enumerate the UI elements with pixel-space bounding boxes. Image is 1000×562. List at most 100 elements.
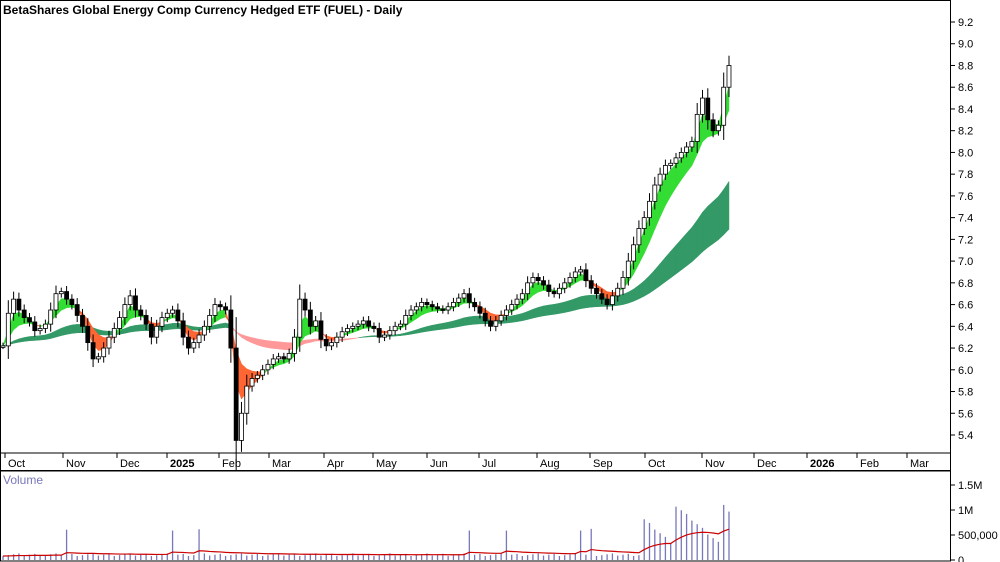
ma-ribbon-segment bbox=[548, 304, 555, 316]
candle-body bbox=[170, 309, 175, 314]
y-tick-label: 8.6 bbox=[958, 82, 973, 94]
candle-body bbox=[74, 304, 80, 316]
candle-body bbox=[509, 304, 515, 311]
ma-ribbon-segment bbox=[23, 336, 30, 342]
volume-bars bbox=[2, 504, 730, 560]
ma-ribbon-segment bbox=[696, 211, 703, 258]
candle-body bbox=[657, 173, 663, 186]
candle-body bbox=[451, 302, 456, 308]
ma-ribbon-segment bbox=[283, 342, 290, 351]
candle-body bbox=[355, 323, 361, 327]
ma-ribbon-segment bbox=[575, 296, 581, 311]
candle-body bbox=[599, 293, 605, 300]
volume-average-line bbox=[2, 528, 730, 557]
x-tick-label: Oct bbox=[8, 458, 25, 470]
volume-title: Volume bbox=[3, 473, 43, 487]
candle-body bbox=[196, 334, 202, 344]
ma-ribbon-segment bbox=[559, 301, 565, 314]
ma-ribbon-segment bbox=[590, 294, 597, 308]
candle-body bbox=[551, 291, 557, 295]
ma-ribbon-segment bbox=[474, 315, 481, 325]
candle-body bbox=[477, 306, 483, 314]
x-tick-label: Jun bbox=[430, 458, 448, 470]
candle-body bbox=[684, 146, 689, 153]
candle-body bbox=[323, 338, 329, 347]
candle-body bbox=[117, 317, 122, 329]
candle-body bbox=[175, 309, 181, 322]
ma-ribbon-segment bbox=[506, 315, 512, 324]
candle-body bbox=[69, 298, 75, 305]
candle-body bbox=[525, 282, 531, 295]
candle-body bbox=[440, 308, 446, 311]
ma-ribbon-segment bbox=[516, 313, 523, 322]
x-tick-label: Feb bbox=[222, 458, 241, 470]
candle-body bbox=[101, 347, 107, 358]
ma-ribbon-segment bbox=[29, 335, 36, 342]
y-tick-label: 8.4 bbox=[958, 104, 973, 116]
ma-ribbon-segment bbox=[431, 323, 438, 331]
x-tick-label: 2025 bbox=[170, 458, 194, 470]
price-candles bbox=[0, 55, 732, 472]
y-tick-label: 9.0 bbox=[958, 39, 973, 51]
ma-ribbon-segment bbox=[278, 341, 285, 350]
candle-body bbox=[138, 309, 144, 316]
price-y-axis: 5.4 5.6 5.8 6.0 6.2 6.4 6.6 6.8 7.0 7.2 7.4 7.6 7.8 8… bbox=[950, 17, 973, 442]
x-axis: Oct Nov Dec 2025 Feb Mar Apr May Jun Jul Aug Sep Oct… bbox=[4, 453, 929, 470]
candle-body bbox=[398, 323, 403, 327]
ma-ribbon-segment bbox=[34, 335, 41, 341]
candle-body bbox=[228, 309, 234, 349]
candle-body bbox=[254, 374, 260, 379]
candle-body bbox=[562, 282, 568, 289]
ma-ribbon-segment bbox=[686, 226, 693, 267]
candle-body bbox=[16, 298, 22, 311]
ma-ribbon-segment bbox=[453, 319, 459, 328]
ma-ribbon-segment bbox=[580, 295, 587, 310]
candle-body bbox=[90, 342, 96, 360]
candle-body bbox=[376, 328, 382, 338]
candle-body bbox=[42, 323, 48, 329]
chart-title: BetaShares Global Energy Comp Currency H… bbox=[3, 3, 403, 17]
candle-body bbox=[159, 317, 165, 327]
ma-ribbon-segment bbox=[707, 200, 714, 248]
candle-body bbox=[302, 298, 308, 311]
y-tick-label: 6.8 bbox=[958, 278, 973, 290]
ma-ribbon-segment bbox=[262, 339, 269, 349]
candle-body bbox=[625, 260, 631, 278]
candle-body bbox=[535, 277, 541, 282]
candle-body bbox=[572, 271, 578, 278]
candle-body bbox=[721, 86, 727, 126]
candle-body bbox=[148, 323, 154, 338]
candle-body bbox=[694, 113, 700, 142]
candle-body bbox=[233, 347, 239, 441]
y-tick-label: 7.2 bbox=[958, 234, 973, 246]
candle-body bbox=[647, 200, 652, 219]
candle-body bbox=[111, 328, 117, 338]
y-tick-label: 8.0 bbox=[958, 147, 973, 159]
ma-ribbon-segment bbox=[220, 322, 226, 329]
x-tick-label: Mar bbox=[910, 458, 929, 470]
y-tick-label: 8.2 bbox=[958, 126, 973, 138]
candle-body bbox=[371, 325, 377, 329]
candle-body bbox=[610, 295, 615, 305]
candle-body bbox=[429, 304, 435, 308]
y-tick-label: 5.4 bbox=[958, 430, 973, 442]
candle-body bbox=[530, 277, 536, 284]
candle-body bbox=[419, 302, 425, 308]
candle-body bbox=[133, 295, 138, 311]
candle-body bbox=[504, 309, 509, 316]
candle-body bbox=[27, 317, 32, 323]
ma-ribbon-segment bbox=[537, 305, 544, 318]
candle-body bbox=[345, 328, 350, 333]
candle-body bbox=[498, 315, 504, 322]
ma-ribbon-segment bbox=[39, 334, 46, 341]
candle-body bbox=[80, 315, 85, 327]
ma-ribbon-segment bbox=[569, 298, 576, 312]
candle-body bbox=[281, 356, 287, 360]
candle-body bbox=[403, 315, 409, 325]
volume-y-tick-label: 1M bbox=[958, 505, 973, 517]
candle-body bbox=[567, 277, 573, 284]
ma-ribbon-segment bbox=[437, 322, 444, 331]
x-tick-label: Apr bbox=[327, 458, 344, 470]
candle-body bbox=[180, 320, 186, 338]
